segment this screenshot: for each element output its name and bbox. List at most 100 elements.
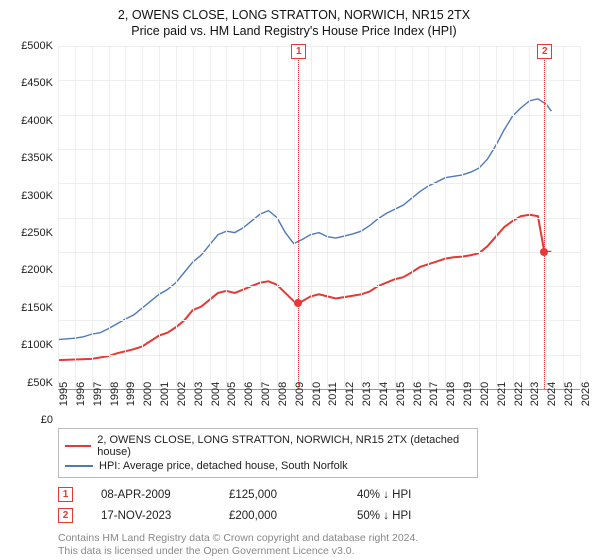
x-tick-label: 1995 xyxy=(58,382,70,406)
grid-line-v xyxy=(513,46,514,389)
y-tick-label: £500K xyxy=(21,40,53,52)
series-line-sale_price_indexed xyxy=(58,215,551,360)
x-tick-label: 1998 xyxy=(109,382,121,406)
legend-item-1: 2, OWENS CLOSE, LONG STRATTON, NORWICH, … xyxy=(65,433,471,459)
grid-line-h xyxy=(58,355,580,356)
legend-swatch-2 xyxy=(65,465,93,467)
x-tick-label: 2002 xyxy=(176,382,188,406)
reference-marker: 1 xyxy=(291,44,306,59)
legend-box: 2, OWENS CLOSE, LONG STRATTON, NORWICH, … xyxy=(58,428,478,478)
x-tick-label: 2013 xyxy=(361,382,373,406)
grid-line-h xyxy=(58,149,580,150)
y-tick-label: £200K xyxy=(21,264,53,276)
grid-line-v xyxy=(563,46,564,389)
x-tick-label: 2025 xyxy=(563,382,575,406)
sale-row-2: 2 17-NOV-2023 £200,000 50% ↓ HPI xyxy=(58,505,580,526)
y-tick-label: £400K xyxy=(21,115,53,127)
x-tick-label: 2000 xyxy=(142,382,154,406)
x-tick-label: 2010 xyxy=(311,382,323,406)
sale-date-1: 08-APR-2009 xyxy=(101,489,201,501)
grid-line-v xyxy=(462,46,463,389)
grid-line-v xyxy=(361,46,362,389)
grid-line-h xyxy=(58,286,580,287)
sales-table: 1 08-APR-2009 £125,000 40% ↓ HPI 2 17-NO… xyxy=(58,484,580,526)
grid-line-v xyxy=(445,46,446,389)
footer-attribution: Contains HM Land Registry data © Crown c… xyxy=(58,532,580,558)
x-tick-label: 2012 xyxy=(344,382,356,406)
data-point-marker xyxy=(294,299,302,307)
grid-line-v xyxy=(142,46,143,389)
grid-line-v xyxy=(226,46,227,389)
x-tick-label: 2011 xyxy=(327,382,339,406)
grid-line-v xyxy=(412,46,413,389)
grid-line-h xyxy=(58,320,580,321)
chart-subtitle: Price paid vs. HM Land Registry's House … xyxy=(8,24,580,38)
x-tick-label: 1997 xyxy=(92,382,104,406)
x-tick-label: 2003 xyxy=(193,382,205,406)
sale-price-1: £125,000 xyxy=(229,489,329,501)
grid-line-h xyxy=(58,218,580,219)
legend-label-2: HPI: Average price, detached house, Sout… xyxy=(99,460,348,472)
grid-line-v xyxy=(479,46,480,389)
x-tick-label: 2009 xyxy=(294,382,306,406)
reference-line xyxy=(298,46,299,389)
x-tick-label: 1999 xyxy=(125,382,137,406)
sale-delta-1: 40% ↓ HPI xyxy=(357,489,457,501)
y-tick-label: £50K xyxy=(27,377,53,389)
sale-marker-2: 2 xyxy=(58,508,73,523)
grid-line-v xyxy=(176,46,177,389)
legend-label-1: 2, OWENS CLOSE, LONG STRATTON, NORWICH, … xyxy=(97,434,471,458)
x-tick-label: 2001 xyxy=(159,382,171,406)
data-point-marker xyxy=(540,248,548,256)
grid-line-v xyxy=(210,46,211,389)
x-tick-label: 2023 xyxy=(529,382,541,406)
grid-line-v xyxy=(75,46,76,389)
grid-line-v xyxy=(344,46,345,389)
grid-line-h xyxy=(58,46,580,47)
grid-line-v xyxy=(260,46,261,389)
x-tick-label: 2004 xyxy=(210,382,222,406)
x-tick-label: 2016 xyxy=(412,382,424,406)
sale-price-2: £200,000 xyxy=(229,510,329,522)
chart-area: £0£50K£100K£150K£200K£250K£300K£350K£400… xyxy=(8,46,580,420)
reference-marker: 2 xyxy=(537,44,552,59)
grid-line-v xyxy=(378,46,379,389)
grid-line-v xyxy=(428,46,429,389)
x-tick-label: 2017 xyxy=(428,382,440,406)
grid-line-v xyxy=(58,46,59,389)
chart-container: 2, OWENS CLOSE, LONG STRATTON, NORWICH, … xyxy=(0,0,600,560)
sale-marker-1: 1 xyxy=(58,487,73,502)
y-tick-label: £100K xyxy=(21,339,53,351)
grid-line-v xyxy=(311,46,312,389)
x-tick-label: 2019 xyxy=(462,382,474,406)
x-tick-label: 2015 xyxy=(395,382,407,406)
grid-line-h xyxy=(58,252,580,253)
x-tick-label: 2020 xyxy=(479,382,491,406)
x-tick-label: 2008 xyxy=(277,382,289,406)
x-tick-label: 2024 xyxy=(546,382,558,406)
grid-line-v xyxy=(92,46,93,389)
y-tick-label: £150K xyxy=(21,302,53,314)
y-tick-label: £450K xyxy=(21,77,53,89)
series-line-hpi xyxy=(58,99,551,340)
grid-line-v xyxy=(109,46,110,389)
grid-line-v xyxy=(277,46,278,389)
grid-line-v xyxy=(243,46,244,389)
grid-line-v xyxy=(395,46,396,389)
x-tick-label: 2005 xyxy=(226,382,238,406)
footer-line-1: Contains HM Land Registry data © Crown c… xyxy=(58,532,580,545)
grid-line-v xyxy=(327,46,328,389)
y-tick-label: £300K xyxy=(21,190,53,202)
chart-title: 2, OWENS CLOSE, LONG STRATTON, NORWICH, … xyxy=(8,8,580,22)
grid-line-v xyxy=(546,46,547,389)
grid-line-h xyxy=(58,183,580,184)
x-tick-label: 1996 xyxy=(75,382,87,406)
x-tick-label: 2014 xyxy=(378,382,390,406)
footer-line-2: This data is licensed under the Open Gov… xyxy=(58,545,580,558)
sale-date-2: 17-NOV-2023 xyxy=(101,510,201,522)
legend-swatch-1 xyxy=(65,445,91,447)
y-tick-label: £350K xyxy=(21,152,53,164)
grid-line-h xyxy=(58,115,580,116)
grid-line-h xyxy=(58,80,580,81)
x-tick-label: 2021 xyxy=(496,382,508,406)
